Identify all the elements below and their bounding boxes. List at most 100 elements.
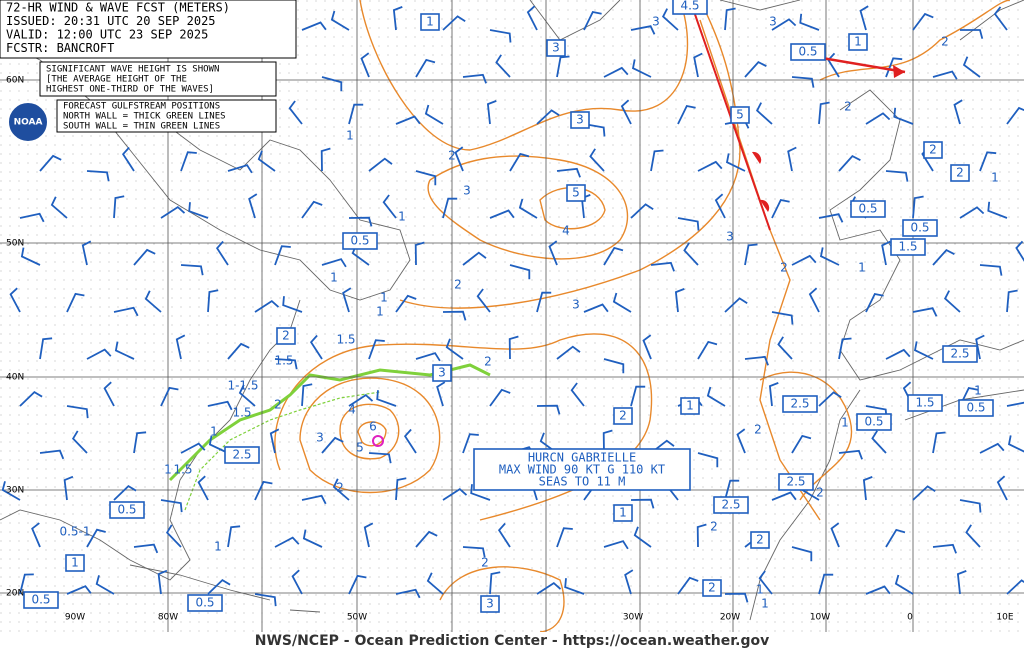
wave-height-box	[778, 473, 814, 491]
wind-barb	[570, 382, 585, 407]
wind-barb	[744, 355, 769, 366]
wind-barb	[871, 430, 887, 454]
wind-barb	[912, 195, 924, 219]
wind-barb	[332, 478, 350, 501]
wave-height-label: 3	[438, 366, 446, 380]
wave-height-label: 1	[71, 556, 79, 570]
wind-barb	[415, 352, 441, 362]
contour-label: 2	[484, 355, 492, 369]
contour-label: 2	[336, 481, 344, 495]
wind-barb	[536, 581, 562, 595]
wind-barb	[20, 247, 41, 266]
wind-barb	[509, 152, 530, 172]
contour-label: 2	[710, 520, 718, 534]
contour-label: 3	[769, 15, 777, 29]
wave-height-label: 1	[854, 35, 862, 49]
wind-barb	[160, 205, 186, 219]
wind-barb	[865, 112, 891, 125]
wind-barb	[238, 384, 256, 407]
wind-barb	[442, 197, 458, 219]
wind-barb	[376, 390, 397, 407]
wind-barb	[301, 383, 313, 407]
wind-barb	[180, 151, 197, 172]
wind-barb	[86, 528, 106, 548]
wind-barb	[630, 25, 656, 35]
latitude-label: 40N	[6, 373, 24, 383]
wave-note-line: [THE AVERAGE HEIGHT OF THE	[46, 75, 187, 85]
wind-barb	[962, 56, 981, 78]
wind-barb	[612, 292, 632, 313]
wind-barb	[495, 54, 511, 78]
wind-barb	[993, 6, 1008, 31]
wave-height-label: 0.5	[195, 596, 214, 610]
wind-barb	[697, 340, 718, 360]
wind-barb	[787, 146, 797, 172]
wind-barb	[979, 151, 997, 172]
longitude-label: 10W	[810, 613, 830, 623]
wind-barb	[808, 287, 820, 313]
wind-barb	[476, 288, 491, 313]
wind-barb	[415, 170, 437, 186]
wind-barb	[564, 578, 585, 595]
wave-height-box	[730, 106, 750, 124]
wave-height-label: 2.5	[232, 448, 251, 462]
wave-height-box	[848, 33, 868, 51]
wind-barb	[207, 578, 231, 595]
wind-barb	[470, 484, 491, 501]
contour-label: 1	[164, 463, 172, 477]
wind-barb	[912, 12, 934, 31]
hurricane-line: MAX WIND 90 KT G 110 KT	[499, 463, 665, 477]
wind-barb	[556, 55, 570, 78]
wind-barb	[39, 337, 53, 360]
wind-barb	[424, 104, 444, 125]
contour-label: 1	[841, 416, 849, 430]
wind-barb	[724, 592, 749, 603]
wind-barb	[462, 433, 479, 454]
wave-height-box	[713, 496, 749, 514]
wind-barb	[706, 386, 726, 407]
wind-barb	[1006, 579, 1024, 595]
wind-barb	[382, 194, 397, 219]
wind-barb	[165, 524, 182, 548]
contour-label: 6	[369, 420, 377, 434]
latitude-label: 30N	[6, 486, 24, 496]
wind-barb	[791, 254, 817, 266]
footer: NWS/NCEP - Ocean Prediction Center - htt…	[255, 633, 770, 649]
contour-label: 1.5	[336, 333, 355, 347]
wind-barb	[368, 339, 385, 360]
contour-label: 2	[844, 100, 852, 114]
wave-height-box	[420, 13, 440, 31]
wave-height-label: 1	[426, 15, 434, 29]
wind-barb	[395, 477, 407, 501]
wave-note-box	[39, 61, 277, 97]
wind-barb	[987, 201, 1008, 219]
wind-barb	[160, 386, 179, 407]
wind-barb	[862, 476, 873, 501]
wave-height-label: 1.5	[915, 396, 934, 410]
wind-barb	[395, 588, 421, 599]
wind-barb	[395, 115, 421, 125]
wind-barb	[683, 242, 699, 266]
longitude-label: 50W	[347, 613, 367, 623]
wind-barb	[257, 150, 276, 172]
wave-height-box	[958, 399, 994, 417]
wind-barb	[725, 153, 746, 172]
wind-barb	[744, 60, 767, 78]
wind-barb	[791, 434, 812, 454]
hurricane-symbol	[372, 435, 384, 447]
wind-barb	[445, 338, 464, 360]
wind-barb	[274, 358, 298, 370]
wind-barb	[175, 334, 186, 360]
contour-label: 1	[974, 384, 982, 398]
wind-barb	[144, 290, 162, 313]
wind-barb	[777, 336, 793, 360]
wind-barb	[943, 290, 961, 313]
latitude-label: 60N	[6, 76, 24, 86]
wind-barb	[960, 29, 984, 39]
wind-barb	[953, 99, 963, 125]
wave-height-box	[65, 554, 85, 572]
wind-barb	[66, 292, 85, 313]
wind-barb	[113, 195, 125, 219]
contour-label: 1	[346, 129, 354, 143]
wind-barb	[589, 148, 605, 172]
